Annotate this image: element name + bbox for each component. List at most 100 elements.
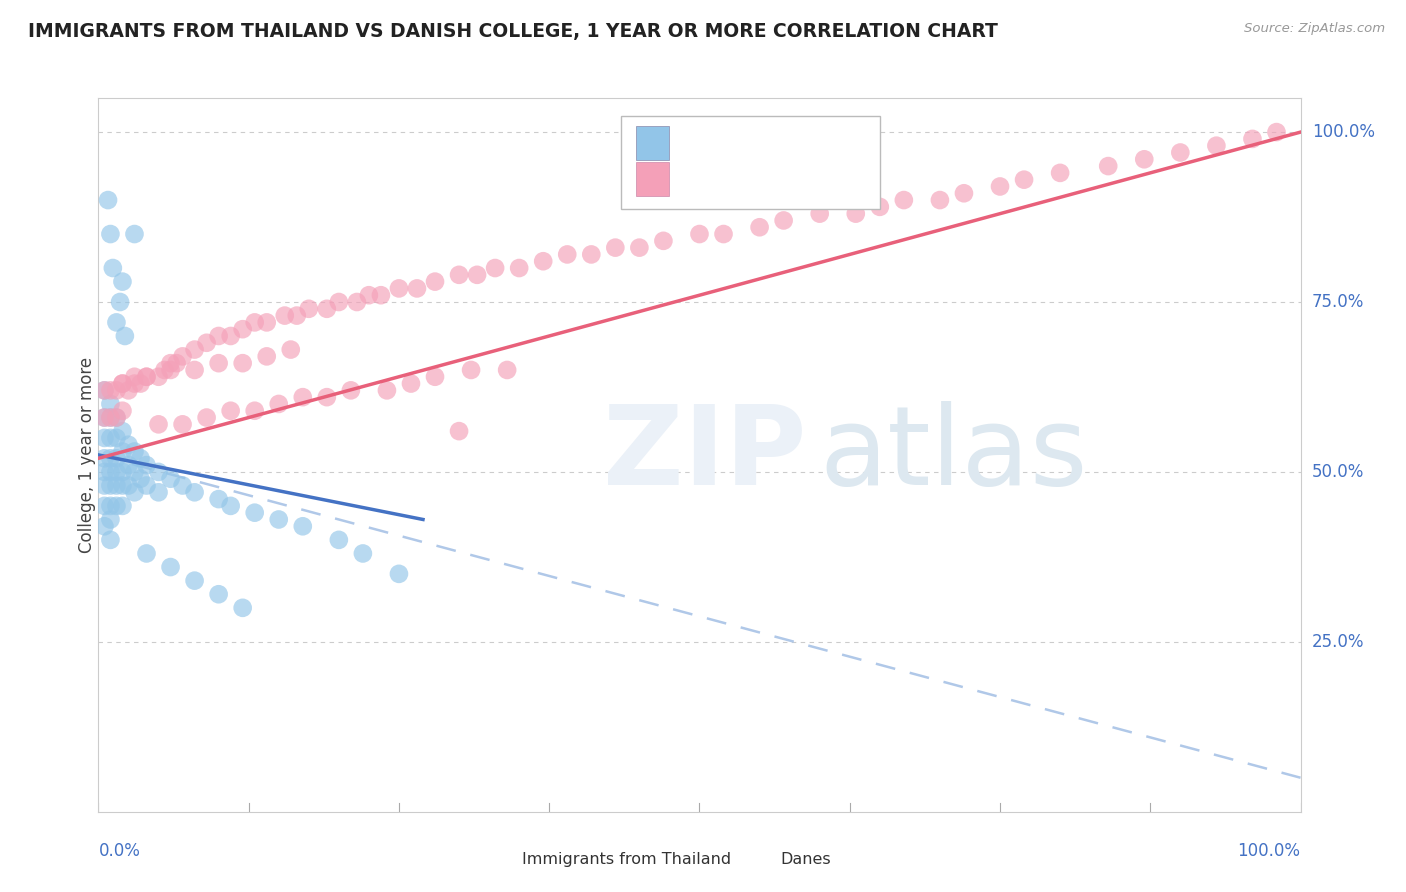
Point xyxy=(298,301,321,316)
Text: R =: R = xyxy=(682,134,720,152)
Point xyxy=(117,478,139,492)
Point xyxy=(183,485,205,500)
Point xyxy=(285,309,308,323)
Point xyxy=(93,384,115,398)
Point xyxy=(100,397,122,411)
Point xyxy=(148,485,170,500)
Point xyxy=(869,200,891,214)
Point xyxy=(1012,172,1035,186)
Point xyxy=(117,384,139,398)
Point xyxy=(508,260,530,275)
Point xyxy=(243,506,266,520)
Point xyxy=(100,431,122,445)
Point xyxy=(243,403,266,417)
Point xyxy=(93,410,115,425)
Point xyxy=(111,465,134,479)
Point xyxy=(928,193,950,207)
Point xyxy=(105,431,128,445)
Point xyxy=(159,356,181,370)
Point xyxy=(124,485,146,500)
Point xyxy=(93,410,115,425)
Point xyxy=(93,384,115,398)
Point xyxy=(688,227,710,241)
Point xyxy=(280,343,302,357)
Point xyxy=(1241,132,1264,146)
Point xyxy=(93,499,115,513)
Point xyxy=(93,519,115,533)
Point xyxy=(256,350,278,364)
Point xyxy=(172,350,194,364)
Point xyxy=(159,472,181,486)
Point xyxy=(108,295,131,310)
Point xyxy=(496,363,519,377)
Text: ZIP: ZIP xyxy=(603,401,807,508)
Point xyxy=(100,512,122,526)
Point xyxy=(893,193,915,207)
Point xyxy=(208,587,231,601)
Text: -0.132: -0.132 xyxy=(720,134,776,152)
Point xyxy=(352,546,374,560)
Text: Immigrants from Thailand: Immigrants from Thailand xyxy=(522,852,731,867)
Point xyxy=(315,390,337,404)
Point xyxy=(375,384,398,398)
FancyBboxPatch shape xyxy=(636,126,669,161)
Point xyxy=(1049,166,1071,180)
Point xyxy=(124,465,146,479)
Point xyxy=(399,376,422,391)
Point xyxy=(111,376,134,391)
Point xyxy=(195,410,218,425)
Text: 25.0%: 25.0% xyxy=(1312,632,1364,651)
Point xyxy=(845,207,868,221)
Point xyxy=(208,329,231,343)
Point xyxy=(100,451,122,466)
Point xyxy=(208,492,231,507)
Point xyxy=(465,268,488,282)
Point xyxy=(1133,153,1156,167)
Point xyxy=(153,363,176,377)
Point xyxy=(1097,159,1119,173)
Point xyxy=(406,281,429,295)
Point xyxy=(114,329,136,343)
Point xyxy=(388,281,411,295)
Point xyxy=(93,431,115,445)
Point xyxy=(460,363,482,377)
Point xyxy=(183,363,205,377)
Point xyxy=(135,369,157,384)
Point xyxy=(183,343,205,357)
Text: N =: N = xyxy=(772,169,821,187)
Text: IMMIGRANTS FROM THAILAND VS DANISH COLLEGE, 1 YEAR OR MORE CORRELATION CHART: IMMIGRANTS FROM THAILAND VS DANISH COLLE… xyxy=(28,22,998,41)
Point xyxy=(117,458,139,472)
Point xyxy=(357,288,380,302)
Point xyxy=(135,478,157,492)
Point xyxy=(111,275,134,289)
Point xyxy=(219,403,242,417)
Text: atlas: atlas xyxy=(820,401,1088,508)
FancyBboxPatch shape xyxy=(636,161,669,196)
Point xyxy=(100,465,122,479)
Point xyxy=(135,546,157,560)
Point xyxy=(772,213,794,227)
Point xyxy=(605,241,627,255)
Point xyxy=(159,363,181,377)
Point xyxy=(111,478,134,492)
Point xyxy=(1170,145,1192,160)
Text: Source: ZipAtlas.com: Source: ZipAtlas.com xyxy=(1244,22,1385,36)
Point xyxy=(370,288,392,302)
Point xyxy=(219,329,242,343)
FancyBboxPatch shape xyxy=(484,848,513,871)
Point xyxy=(105,499,128,513)
Point xyxy=(111,444,134,458)
Text: 0.542: 0.542 xyxy=(720,169,769,187)
Point xyxy=(135,369,157,384)
Point xyxy=(219,499,242,513)
Point xyxy=(291,519,314,533)
Text: Danes: Danes xyxy=(780,852,831,867)
Text: 75.0%: 75.0% xyxy=(1312,293,1364,311)
Point xyxy=(340,384,363,398)
Point xyxy=(129,472,152,486)
Point xyxy=(328,533,350,547)
Text: 100.0%: 100.0% xyxy=(1237,842,1301,860)
Point xyxy=(232,600,254,615)
Point xyxy=(208,356,231,370)
Point xyxy=(652,234,675,248)
